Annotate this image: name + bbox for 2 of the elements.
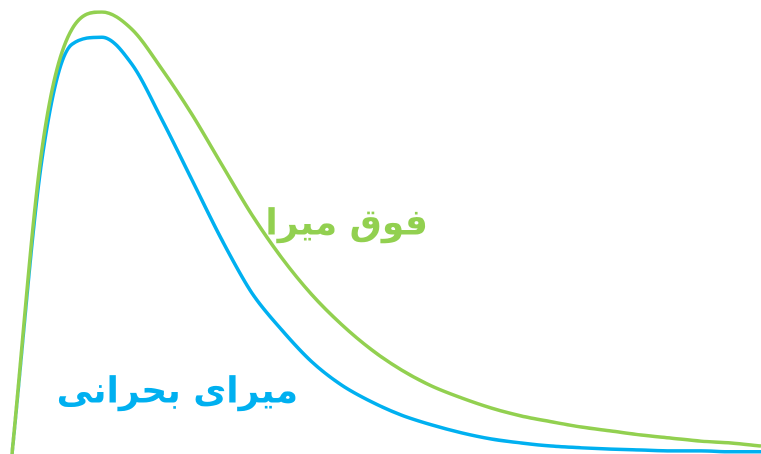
series-label: میرای بحرانی <box>56 370 298 412</box>
series-label: فوق میرا <box>265 202 428 244</box>
